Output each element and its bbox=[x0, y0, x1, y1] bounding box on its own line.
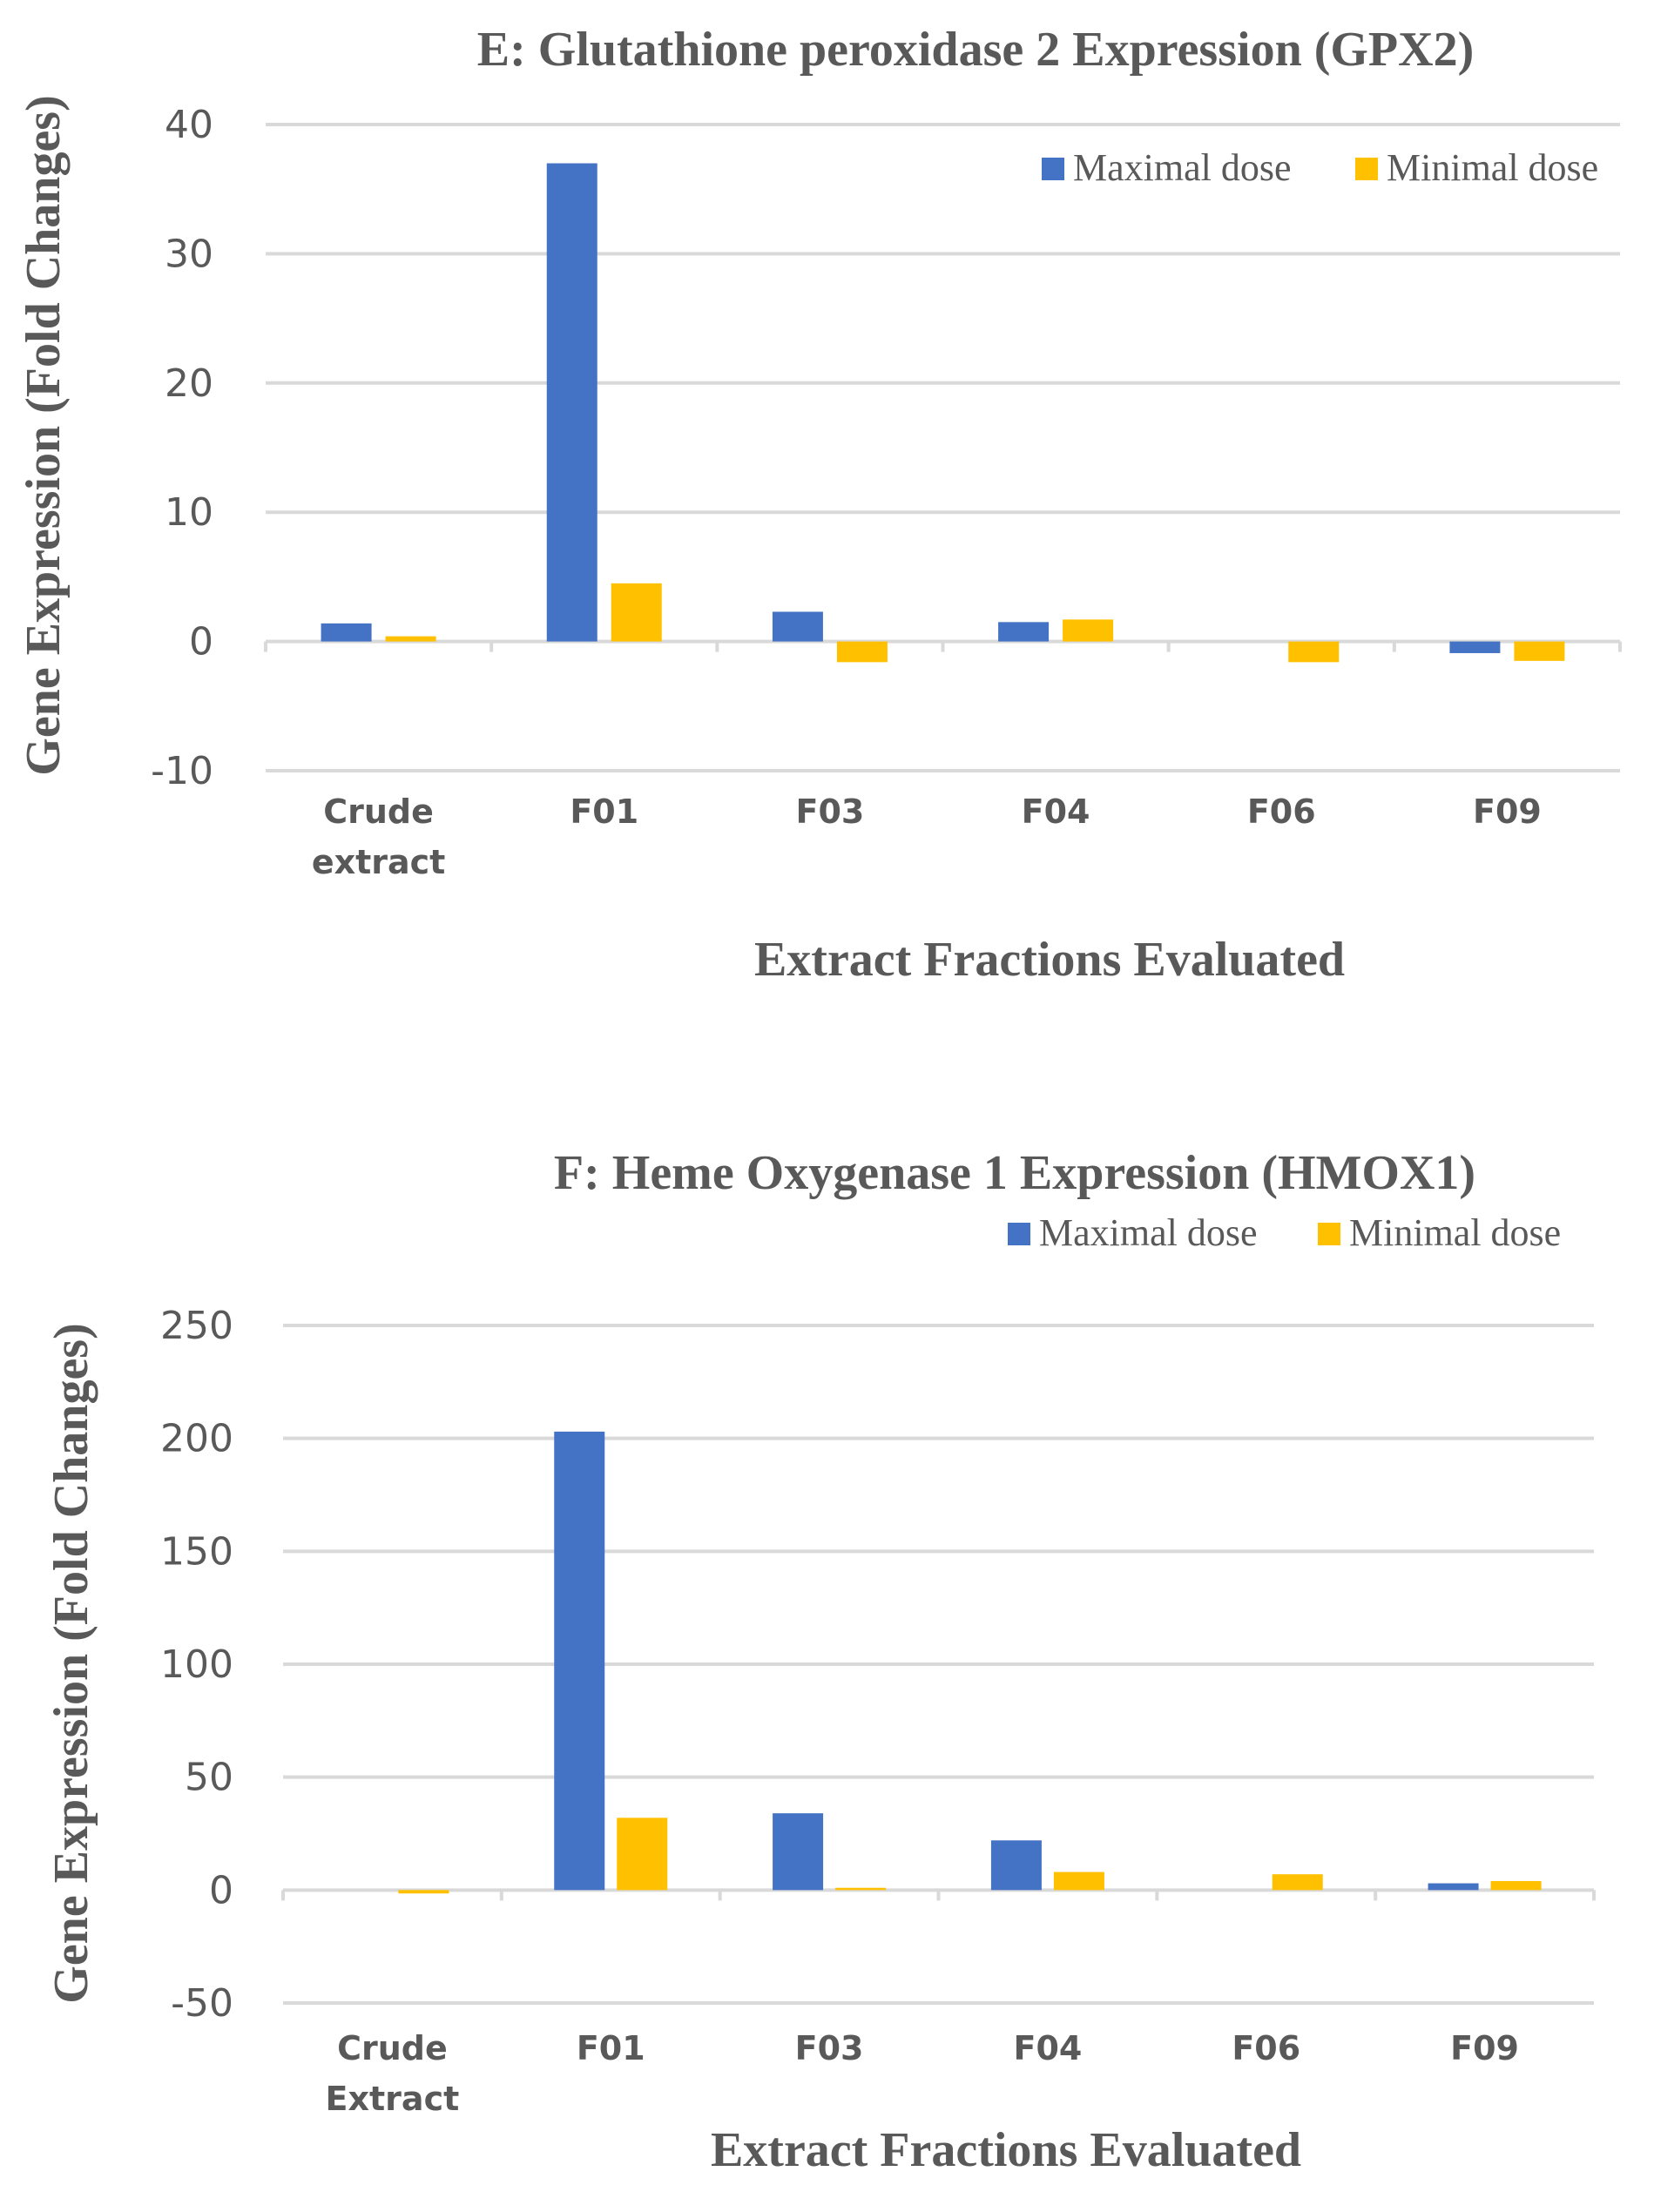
y-tick-label: 50 bbox=[185, 1756, 233, 1800]
y-tick-label: 30 bbox=[165, 232, 213, 276]
y-axis-title: Gene Expression (Fold Changes) bbox=[44, 1323, 98, 2003]
chart-f-hmox1: F: Heme Oxygenase 1 Expression (HMOX1) -5… bbox=[44, 1146, 1596, 2177]
bar-minimal-f09 bbox=[1490, 1880, 1542, 1891]
bar-minimal-f03 bbox=[836, 641, 888, 663]
legend-swatch-minimal bbox=[1318, 1223, 1340, 1245]
bar-minimal-f01 bbox=[617, 1817, 668, 1891]
bar-maximal-f04 bbox=[990, 1840, 1042, 1891]
legend-label-maximal: Maximal dose bbox=[1039, 1211, 1258, 1254]
x-tick-label: F04 bbox=[1013, 2029, 1082, 2067]
bar-minimal-crude-extract bbox=[385, 636, 436, 642]
bar-minimal-f06 bbox=[1272, 1874, 1323, 1891]
legend-label-minimal: Minimal dose bbox=[1387, 146, 1598, 189]
bar-maximal-f09 bbox=[1449, 641, 1501, 653]
legend-swatch-minimal bbox=[1355, 158, 1378, 180]
x-tick-label: F06 bbox=[1232, 2029, 1300, 2067]
bar-maximal-f03 bbox=[773, 1813, 824, 1891]
chart-title: E: Glutathione peroxidase 2 Expression (… bbox=[477, 23, 1474, 77]
chart-title: F: Heme Oxygenase 1 Expression (HMOX1) bbox=[554, 1146, 1475, 1200]
x-tick-label: F01 bbox=[577, 2029, 645, 2067]
y-tick-label: 20 bbox=[165, 361, 213, 406]
legend-swatch-maximal bbox=[1008, 1223, 1030, 1245]
chart-e-gpx2: E: Glutathione peroxidase 2 Expression (… bbox=[17, 23, 1622, 987]
x-tick-label: F03 bbox=[795, 2029, 864, 2067]
x-tick-label: F09 bbox=[1450, 2029, 1519, 2067]
y-tick-label: 0 bbox=[209, 1868, 233, 1912]
bar-maximal-crude-extract bbox=[321, 623, 372, 642]
x-tick-label: F04 bbox=[1022, 792, 1090, 831]
bar-minimal-f09 bbox=[1514, 641, 1565, 661]
y-tick-label: 200 bbox=[160, 1417, 233, 1461]
x-tick-label: Crude bbox=[323, 792, 434, 831]
bar-minimal-crude-extract bbox=[398, 1890, 449, 1894]
bar-maximal-f01 bbox=[546, 163, 597, 642]
y-axis-title: Gene Expression (Fold Changes) bbox=[17, 95, 71, 775]
bar-minimal-f01 bbox=[611, 583, 662, 642]
x-tick-label: F06 bbox=[1247, 792, 1316, 831]
legend-label-minimal: Minimal dose bbox=[1349, 1211, 1561, 1254]
bar-maximal-f09 bbox=[1428, 1883, 1479, 1891]
bar-minimal-f04 bbox=[1053, 1871, 1104, 1891]
x-tick-label: Extract bbox=[326, 2080, 460, 2118]
y-tick-label: 150 bbox=[160, 1529, 233, 1574]
y-tick-label: 10 bbox=[165, 490, 213, 535]
x-tick-label: Crude bbox=[337, 2029, 448, 2067]
y-tick-label: 100 bbox=[160, 1642, 233, 1687]
legend-swatch-maximal bbox=[1042, 158, 1064, 180]
bar-maximal-f04 bbox=[998, 622, 1050, 642]
bar-maximal-f03 bbox=[772, 611, 823, 642]
x-axis-title: Extract Fractions Evaluated bbox=[711, 2123, 1301, 2177]
bar-minimal-f06 bbox=[1288, 641, 1340, 663]
bar-minimal-f04 bbox=[1063, 619, 1114, 642]
bar-minimal-f03 bbox=[835, 1887, 887, 1891]
y-tick-label: -10 bbox=[151, 749, 213, 793]
x-axis-title: Extract Fractions Evaluated bbox=[754, 933, 1345, 987]
x-tick-label: F09 bbox=[1473, 792, 1542, 831]
y-tick-label: 40 bbox=[165, 103, 213, 147]
y-tick-label: 250 bbox=[160, 1304, 233, 1348]
y-tick-label: -50 bbox=[171, 1981, 233, 2026]
x-tick-label: extract bbox=[312, 843, 446, 881]
bar-maximal-f01 bbox=[554, 1431, 605, 1891]
legend-label-maximal: Maximal dose bbox=[1073, 146, 1292, 189]
x-tick-label: F03 bbox=[795, 792, 864, 831]
x-tick-label: F01 bbox=[570, 792, 638, 831]
y-tick-label: 0 bbox=[189, 620, 213, 664]
